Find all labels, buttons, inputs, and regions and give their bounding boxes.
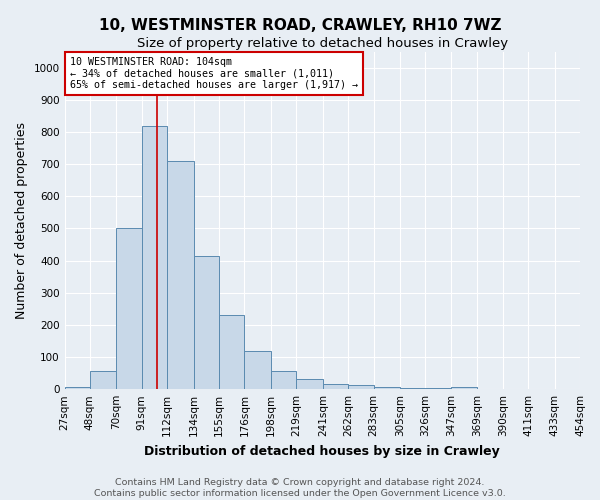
Bar [65,386,90,389]
Bar [425,388,451,389]
Text: 10, WESTMINSTER ROAD, CRAWLEY, RH10 7WZ: 10, WESTMINSTER ROAD, CRAWLEY, RH10 7WZ [99,18,501,32]
Bar [400,388,425,389]
Bar [323,384,348,389]
Text: Contains HM Land Registry data © Crown copyright and database right 2024.
Contai: Contains HM Land Registry data © Crown c… [94,478,506,498]
Bar [296,378,323,389]
Bar [90,371,116,389]
Y-axis label: Number of detached properties: Number of detached properties [15,122,28,319]
Bar [374,386,400,389]
Bar [167,161,194,389]
Bar [244,350,271,389]
Bar [142,126,167,389]
Bar [194,256,219,389]
Bar [271,371,296,389]
Bar [219,315,244,389]
Bar [348,386,374,389]
X-axis label: Distribution of detached houses by size in Crawley: Distribution of detached houses by size … [145,444,500,458]
Text: 10 WESTMINSTER ROAD: 104sqm
← 34% of detached houses are smaller (1,011)
65% of : 10 WESTMINSTER ROAD: 104sqm ← 34% of det… [70,56,358,90]
Bar [116,228,142,389]
Title: Size of property relative to detached houses in Crawley: Size of property relative to detached ho… [137,38,508,51]
Bar [451,386,478,389]
